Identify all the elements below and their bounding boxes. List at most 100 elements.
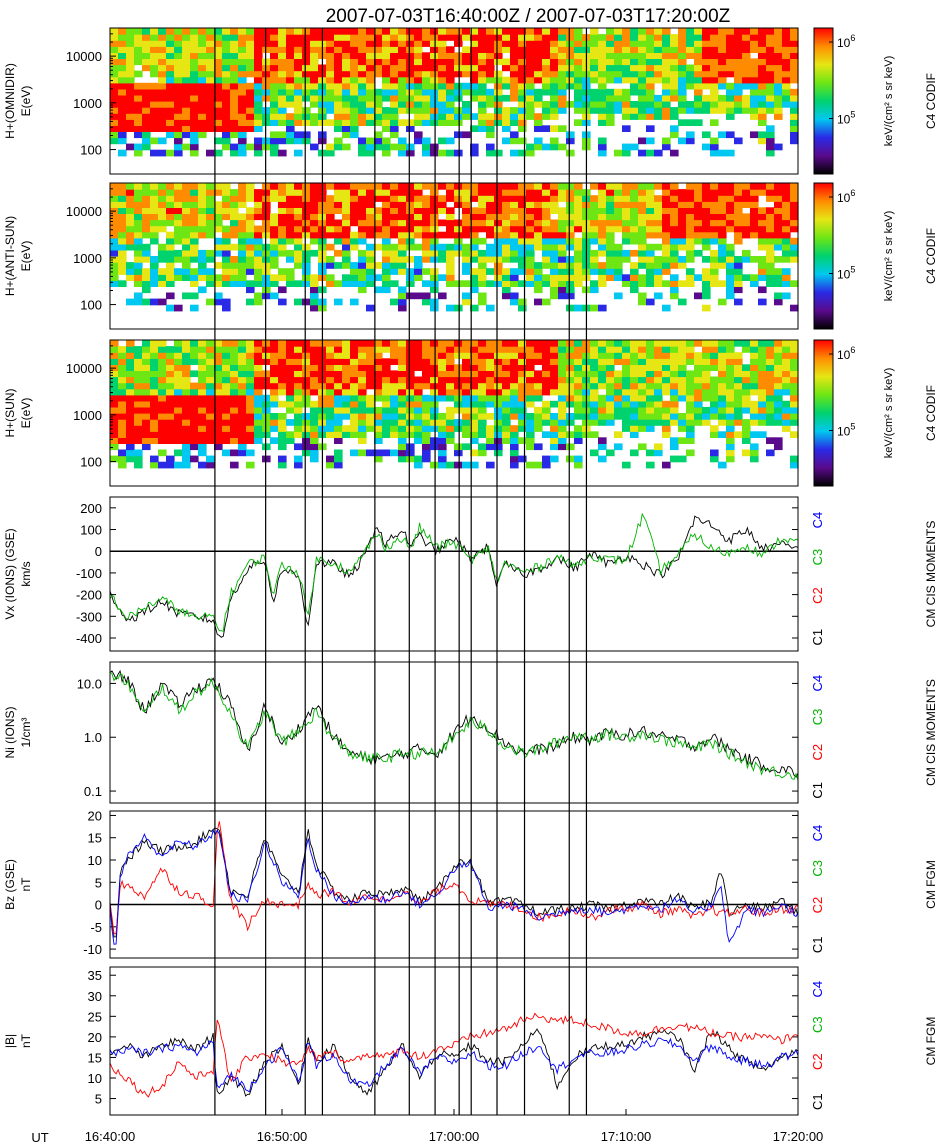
spectrogram-cell <box>766 382 775 390</box>
spectrogram-cell <box>414 231 423 239</box>
spectrogram-cell <box>158 243 167 251</box>
spectrogram-cell <box>678 419 687 426</box>
spectrogram-cell <box>462 364 471 371</box>
spectrogram-cell <box>670 376 679 384</box>
time-axis-label: UT <box>31 1130 48 1145</box>
spectrogram-cell <box>670 195 679 202</box>
spectrogram-cell <box>630 82 639 90</box>
spectrogram-cell <box>734 256 743 263</box>
spectrogram-cell <box>366 370 375 378</box>
spectrogram-cell <box>222 143 231 151</box>
spectrogram-cell <box>286 340 295 347</box>
spectrogram-cell <box>686 400 695 408</box>
spectrogram-cell <box>390 425 399 432</box>
spectrogram-cell <box>598 113 607 120</box>
spectrogram-cell <box>414 46 423 53</box>
spectrogram-cell <box>726 28 735 35</box>
spectrogram-cell <box>606 231 615 239</box>
spectrogram-cell <box>662 382 671 390</box>
spectrogram-cell <box>350 298 359 306</box>
spectrogram-cell <box>382 358 391 365</box>
spectrogram-cell <box>230 58 239 66</box>
spectrogram-cell <box>654 207 663 214</box>
spectrogram-cell <box>454 443 463 451</box>
spectrogram-cell <box>766 370 775 378</box>
spectrogram-cell <box>142 358 151 365</box>
spectrogram-cell <box>542 225 551 233</box>
spectrogram-cell <box>254 76 263 84</box>
spectrogram-cell <box>254 40 263 47</box>
spectrogram-cell <box>726 243 735 251</box>
spectrogram-cell <box>150 82 159 90</box>
spectrogram-cell <box>510 274 519 281</box>
spectrogram-cell <box>270 76 279 84</box>
spectrogram-cell <box>270 219 279 227</box>
spectrogram-cell <box>390 340 399 347</box>
spectrogram-cell <box>358 231 367 239</box>
spectrogram-cell <box>710 137 719 145</box>
spectrogram-cell <box>622 88 631 96</box>
spectrogram-cell <box>614 256 623 263</box>
spectrogram-cell <box>590 201 599 208</box>
spectrogram-cell <box>142 346 151 353</box>
spectrogram-cell <box>494 419 503 426</box>
spectrogram-cell <box>414 52 423 59</box>
spectrogram-cell <box>654 394 663 402</box>
spectrogram-cell <box>622 346 631 353</box>
spectrogram-cell <box>750 406 759 414</box>
spectrogram-cell <box>574 262 583 269</box>
spectrogram-cell <box>422 443 431 451</box>
spectrogram-cell <box>694 340 703 347</box>
spectrogram-cell <box>302 364 311 371</box>
spectrogram-cell <box>142 219 151 227</box>
spectrogram-cell <box>510 256 519 263</box>
spectrogram-cell <box>558 340 567 347</box>
spectrogram-cell <box>270 358 279 365</box>
spectrogram-cell <box>302 431 311 438</box>
spectrogram-cell <box>310 34 319 41</box>
spectrogram-cell <box>206 382 215 390</box>
spectrogram-cell <box>726 101 735 108</box>
spectrogram-cell <box>542 195 551 202</box>
spectrogram-cell <box>182 449 191 457</box>
spectrogram-cell <box>174 213 183 221</box>
spectrogram-cell <box>310 425 319 432</box>
spectrogram-cell <box>478 262 487 269</box>
spectrogram-cell <box>406 388 415 396</box>
spectrogram-cell <box>734 88 743 96</box>
spectrogram-cell <box>406 107 415 114</box>
spectrogram-cell <box>350 400 359 408</box>
spectrogram-cell <box>190 406 199 414</box>
spectrogram-cell <box>310 201 319 208</box>
spectrogram-cell <box>158 101 167 108</box>
spectrogram-cell <box>654 449 663 457</box>
y-tick-label: 1.0 <box>84 730 102 745</box>
spectrogram-cell <box>126 413 135 420</box>
spectrogram-cell <box>550 94 559 102</box>
spectrogram-cell <box>398 189 407 196</box>
spectrogram-cell <box>166 201 175 208</box>
spectrogram-cell <box>766 82 775 90</box>
spectrogram-cell <box>662 137 671 145</box>
spectrogram-cell <box>166 125 175 132</box>
spectrogram-cell <box>510 406 519 414</box>
spectrogram-cell <box>278 243 287 251</box>
spectrogram-cell <box>166 274 175 281</box>
spectrogram-cell <box>182 358 191 365</box>
spectrogram-cell <box>670 382 679 390</box>
spectrogram-cell <box>310 58 319 66</box>
spectrogram-cell <box>686 449 695 457</box>
spectrogram-cell <box>646 64 655 72</box>
spectrogram-cell <box>342 58 351 66</box>
spectrogram-cell <box>406 243 415 251</box>
spectrogram-cell <box>190 268 199 275</box>
spectrogram-cell <box>598 340 607 347</box>
spectrogram-cell <box>182 376 191 384</box>
spectrogram-cell <box>366 34 375 41</box>
spectrogram-cell <box>654 274 663 281</box>
spectrogram-cell <box>134 437 143 444</box>
spectrogram-cell <box>238 400 247 408</box>
spectrogram-cell <box>486 101 495 108</box>
spectrogram-cell <box>374 225 383 233</box>
spectrogram-cell <box>670 94 679 102</box>
